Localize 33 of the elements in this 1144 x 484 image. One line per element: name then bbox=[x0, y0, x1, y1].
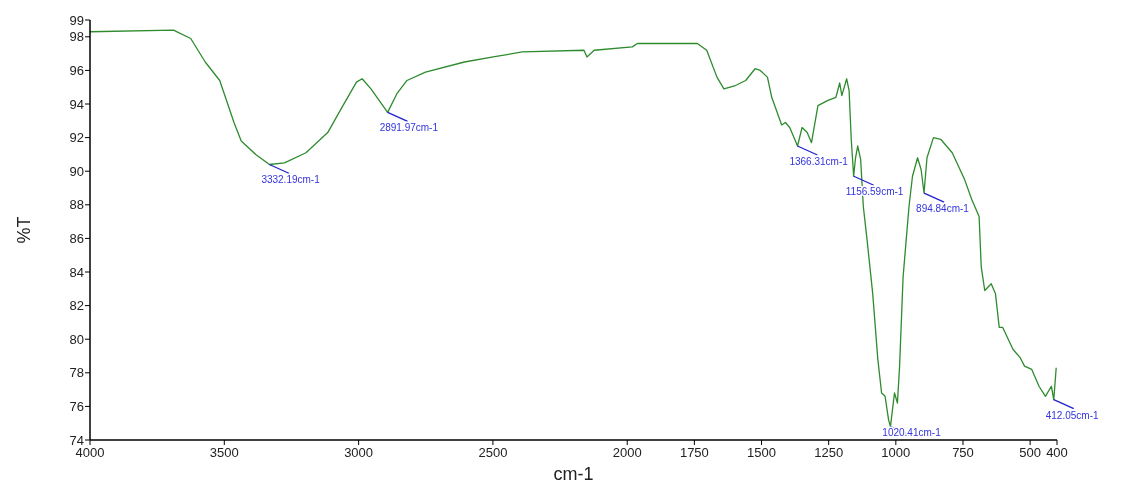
y-axis-title: %T bbox=[14, 216, 34, 244]
y-tick-label: 82 bbox=[69, 298, 84, 314]
y-tick-label: 86 bbox=[69, 230, 84, 246]
y-tick-label: 98 bbox=[69, 29, 84, 45]
x-tick-label: 2500 bbox=[478, 445, 508, 460]
annotation: 894.84cm-1 bbox=[916, 203, 970, 215]
x-tick-label: 1750 bbox=[679, 445, 709, 460]
annotation: 3332.19cm-1 bbox=[261, 174, 321, 186]
x-tick-label: 500 bbox=[1019, 445, 1041, 460]
x-tick-label: 1500 bbox=[747, 445, 776, 460]
x-tick-label: 2000 bbox=[612, 445, 642, 460]
annotation: 2891.97cm-1 bbox=[379, 122, 439, 134]
x-axis-title: cm-1 bbox=[553, 464, 594, 484]
y-tick-label: 90 bbox=[69, 163, 84, 179]
x-tick-label: 3000 bbox=[344, 445, 374, 460]
y-tick-label: 96 bbox=[69, 62, 84, 78]
y-tick-label: 84 bbox=[69, 264, 84, 280]
x-tick-label: 4000 bbox=[75, 445, 105, 460]
y-tick-label: 80 bbox=[69, 331, 84, 347]
x-tick-label: 750 bbox=[952, 445, 974, 460]
annotation: 1366.31cm-1 bbox=[789, 156, 849, 167]
annotation: 412.05cm-1 bbox=[1045, 409, 1100, 421]
x-tick-label: 3500 bbox=[209, 445, 239, 460]
y-tick-label: 76 bbox=[69, 398, 84, 414]
x-tick-label: 1000 bbox=[881, 445, 911, 460]
y-tick-label: 74 bbox=[69, 432, 84, 448]
y-tick-label: 78 bbox=[69, 365, 84, 381]
x-tick-label: 400 bbox=[1046, 445, 1068, 460]
y-tick-label: 88 bbox=[69, 197, 84, 213]
y-tick-label: 94 bbox=[69, 96, 84, 112]
x-tick-label: 1250 bbox=[814, 445, 844, 460]
y-tick-label: 99 bbox=[69, 12, 84, 28]
y-tick-label: 92 bbox=[69, 130, 84, 146]
